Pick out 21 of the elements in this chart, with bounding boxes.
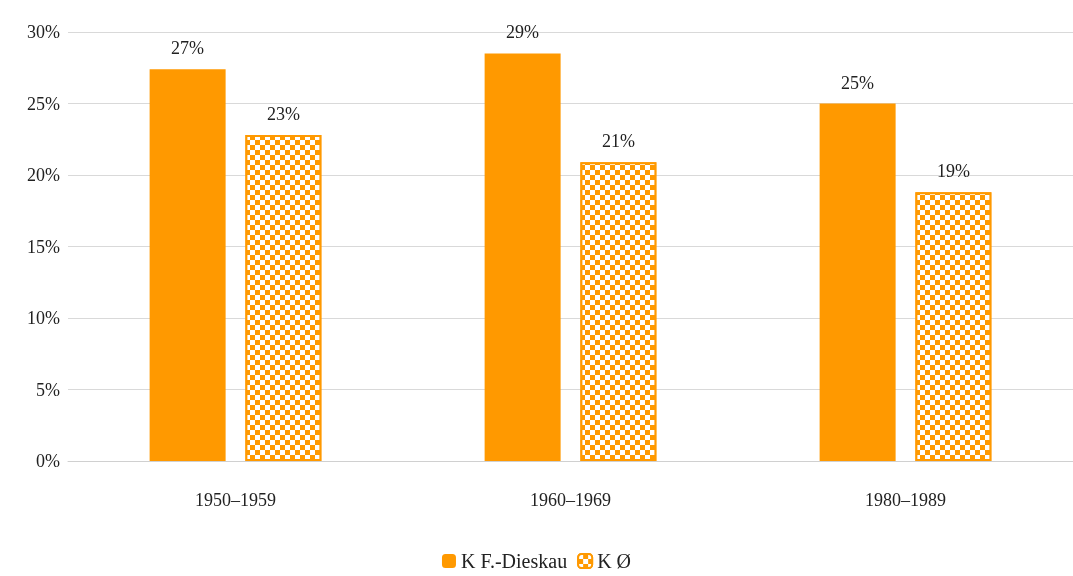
data-label: 23%: [266, 103, 300, 124]
y-tick-label: 15%: [27, 236, 60, 257]
data-label: 19%: [936, 161, 970, 182]
data-label: 27%: [171, 38, 205, 59]
y-tick-label: 10%: [27, 308, 60, 328]
y-tick-label: 20%: [27, 165, 60, 185]
data-label: 25%: [841, 72, 875, 93]
x-tick-label: 1950–1959: [195, 490, 276, 510]
bar: [819, 103, 896, 461]
data-label: 29%: [506, 22, 540, 43]
y-tick-label: 25%: [27, 93, 60, 114]
legend-label: K F.-Dieskau: [460, 550, 568, 572]
legend-label: K Ø: [597, 550, 632, 572]
y-tick-label: 0%: [36, 451, 60, 471]
y-tick-label: 30%: [27, 22, 60, 42]
y-tick-label: 5%: [36, 379, 60, 400]
bar: [149, 69, 226, 461]
x-tick-label: 1980–1989: [865, 490, 946, 510]
x-tick-label: 1960–1969: [530, 490, 611, 510]
bar: [484, 53, 561, 461]
data-label: 21%: [601, 131, 635, 152]
